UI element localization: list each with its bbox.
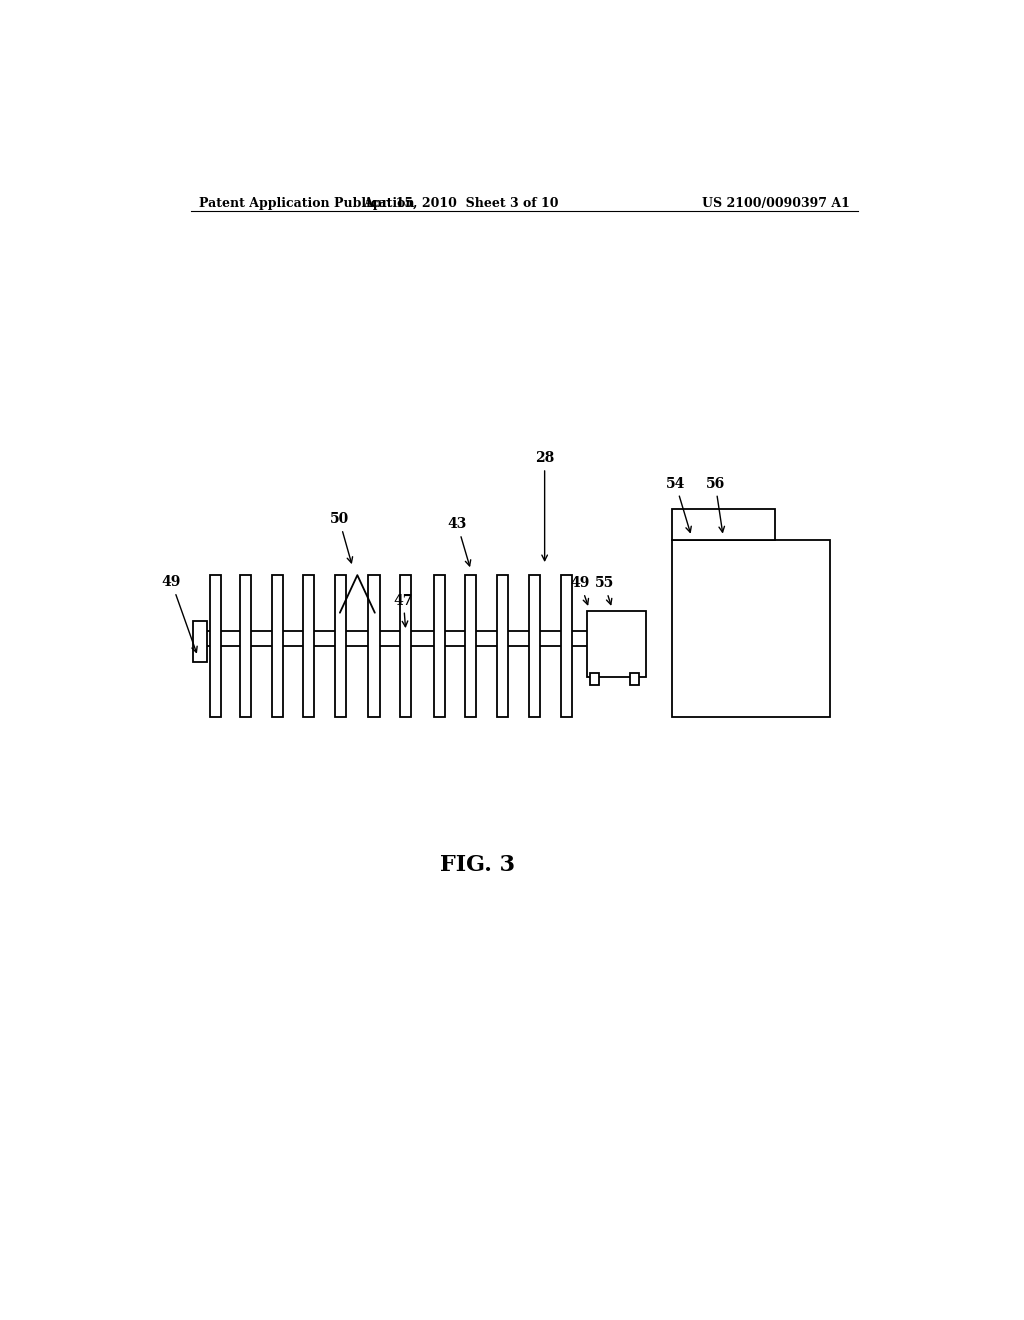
Bar (400, 576, 412, 718)
Bar (560, 576, 571, 718)
Bar (672, 540, 830, 718)
Text: 28: 28 (535, 451, 554, 561)
Text: Apr. 15, 2010  Sheet 3 of 10: Apr. 15, 2010 Sheet 3 of 10 (364, 197, 559, 210)
Bar (303, 576, 314, 718)
Bar (240, 576, 251, 718)
Bar (433, 576, 444, 718)
Bar (630, 673, 639, 685)
Bar (672, 510, 775, 540)
Text: 43: 43 (447, 517, 471, 566)
Text: 47: 47 (393, 594, 413, 627)
Text: 49: 49 (162, 576, 198, 652)
Bar (497, 576, 508, 718)
Bar (465, 576, 476, 718)
Bar (335, 576, 346, 718)
Bar (194, 620, 207, 661)
Text: 49: 49 (570, 577, 590, 605)
Text: US 2100/0090397 A1: US 2100/0090397 A1 (702, 197, 850, 210)
Bar (590, 673, 599, 685)
Text: 50: 50 (330, 512, 352, 562)
Bar (369, 576, 380, 718)
Text: Patent Application Publication: Patent Application Publication (200, 197, 415, 210)
Text: 55: 55 (595, 577, 613, 605)
Bar (271, 576, 283, 718)
Bar (587, 611, 646, 677)
Text: 56: 56 (706, 477, 725, 532)
Bar (528, 576, 540, 718)
Text: FIG. 3: FIG. 3 (439, 854, 515, 875)
Bar (210, 576, 221, 718)
Text: 54: 54 (666, 477, 691, 532)
